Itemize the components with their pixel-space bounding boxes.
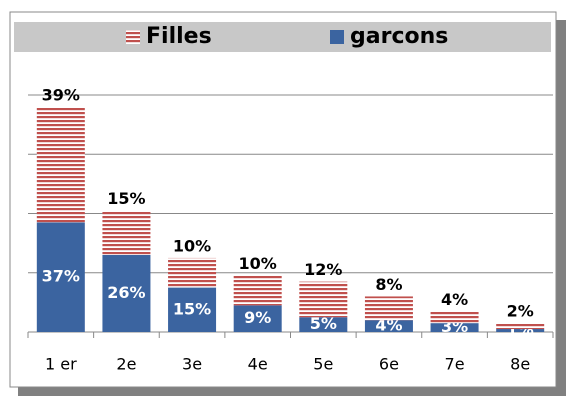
x-tick-label: 5e bbox=[313, 355, 333, 374]
data-label: 15% bbox=[173, 299, 211, 318]
legend-swatch bbox=[330, 30, 344, 44]
bar-segment bbox=[430, 323, 479, 332]
data-label: 10% bbox=[173, 236, 211, 255]
data-label: 8% bbox=[375, 275, 402, 294]
data-label: 4% bbox=[375, 316, 402, 335]
bar-segment bbox=[36, 106, 85, 223]
bar-segment bbox=[36, 222, 85, 332]
legend-label: garcons bbox=[350, 24, 448, 49]
bar-segment bbox=[168, 287, 217, 332]
bar-segment bbox=[102, 210, 151, 255]
bar-segment bbox=[168, 257, 217, 288]
bar-segment bbox=[364, 296, 413, 321]
data-label: 1% bbox=[507, 320, 534, 339]
x-tick-label: 6e bbox=[379, 355, 399, 374]
bar-segment bbox=[233, 275, 282, 306]
data-label: 9% bbox=[244, 308, 271, 327]
data-label: 2% bbox=[507, 302, 534, 321]
legend-label: Filles bbox=[146, 24, 212, 49]
bar-segment bbox=[496, 323, 545, 330]
data-label: 10% bbox=[239, 254, 277, 273]
x-tick-label: 4e bbox=[248, 355, 268, 374]
x-tick-label: 2e bbox=[116, 355, 136, 374]
x-tick-label: 8e bbox=[510, 355, 530, 374]
data-label: 39% bbox=[42, 85, 80, 104]
bar-segment bbox=[233, 305, 282, 332]
bar-segment bbox=[299, 281, 348, 318]
bar-segment bbox=[299, 317, 348, 332]
bar-segment bbox=[430, 311, 479, 324]
legend-background bbox=[14, 22, 551, 52]
bar-segment bbox=[496, 329, 545, 332]
x-tick-label: 1 er bbox=[45, 355, 77, 374]
data-label: 15% bbox=[107, 189, 145, 208]
data-label: 37% bbox=[42, 267, 80, 286]
x-tick-label: 3e bbox=[182, 355, 202, 374]
legend-swatch bbox=[126, 30, 140, 44]
data-label: 12% bbox=[304, 260, 342, 279]
bar-segment bbox=[364, 320, 413, 332]
data-label: 4% bbox=[441, 290, 468, 309]
bar-segment bbox=[102, 254, 151, 332]
data-label: 26% bbox=[107, 283, 145, 302]
x-tick-label: 7e bbox=[445, 355, 465, 374]
legend: Filles garcons bbox=[126, 24, 448, 49]
data-label: 5% bbox=[310, 314, 337, 333]
